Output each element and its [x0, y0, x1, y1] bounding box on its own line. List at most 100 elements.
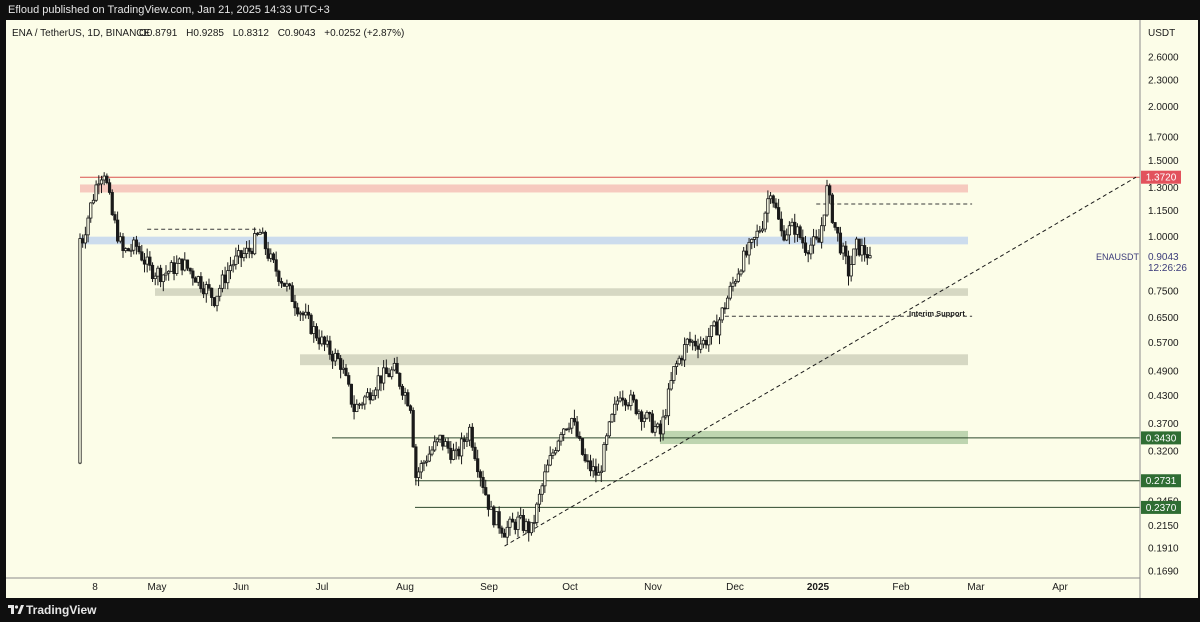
- candle: [486, 494, 491, 517]
- candle-body: [454, 448, 458, 452]
- price-tick-label: 0.2150: [1148, 521, 1179, 532]
- candle-body: [161, 274, 165, 283]
- candle: [242, 247, 246, 262]
- candle: [239, 249, 243, 268]
- candle: [682, 337, 687, 368]
- candle: [400, 383, 405, 400]
- candle-body: [457, 448, 461, 457]
- candle: [207, 278, 211, 291]
- price-tick-label: 0.7500: [1148, 286, 1179, 297]
- candle: [825, 179, 829, 217]
- candle-body: [519, 514, 523, 518]
- candle-body: [446, 441, 450, 449]
- candle: [129, 243, 133, 257]
- candle: [231, 259, 235, 273]
- candle: [196, 275, 200, 287]
- candle-body: [744, 250, 748, 256]
- candle-body: [422, 461, 426, 464]
- candle-body: [392, 362, 396, 371]
- candle-body: [731, 282, 735, 287]
- candle: [618, 391, 622, 403]
- candle: [580, 437, 585, 456]
- candle-body: [817, 237, 821, 243]
- candle: [435, 438, 439, 447]
- candle: [586, 454, 590, 470]
- candle-body: [798, 226, 802, 239]
- candle-body: [86, 217, 90, 236]
- candle-body: [242, 253, 246, 259]
- candle-body: [344, 367, 348, 376]
- published-bar: Efloud published on TradingView.com, Jan…: [0, 0, 1200, 20]
- candle: [717, 317, 722, 345]
- candle-body: [218, 287, 222, 297]
- candle: [373, 387, 378, 400]
- time-ticks: 8 May Jun Jul Aug Sep Oct Nov Dec 2025 Feb Mar Apr: [92, 582, 1068, 593]
- candle: [274, 251, 278, 277]
- candle: [352, 395, 356, 420]
- candle-body: [274, 259, 278, 272]
- candle-body: [312, 326, 316, 334]
- price-tick-label: 1.1500: [1148, 206, 1179, 217]
- candle-body: [390, 369, 394, 378]
- price-tag-bg: [1141, 500, 1181, 514]
- candle-body: [301, 312, 305, 316]
- candle-body: [868, 255, 872, 259]
- candle: [443, 438, 448, 447]
- price-tick-label: 1.0000: [1148, 232, 1179, 243]
- candle-body: [699, 343, 703, 350]
- candle: [304, 303, 308, 319]
- chart-panel[interactable]: [6, 20, 1198, 598]
- candle-body: [132, 239, 136, 251]
- candle: [210, 287, 214, 307]
- price-tag-bg: [1141, 170, 1181, 184]
- candle-body: [91, 199, 96, 204]
- candle: [578, 431, 582, 441]
- candle-body: [502, 532, 507, 538]
- candle-body: [755, 230, 759, 238]
- candle: [752, 236, 757, 248]
- candle-body: [567, 427, 571, 430]
- candle: [516, 511, 520, 537]
- candle-body: [290, 285, 294, 303]
- candle: [661, 409, 665, 441]
- candle-body: [414, 446, 418, 478]
- candle: [734, 279, 738, 287]
- candle-body: [607, 421, 611, 437]
- candle-body: [153, 275, 157, 280]
- time-tick-label: Mar: [967, 582, 985, 593]
- candle: [763, 211, 767, 233]
- candle-body: [124, 248, 128, 252]
- candle: [384, 359, 388, 374]
- candle-body: [476, 458, 480, 473]
- candle-body: [137, 245, 141, 253]
- candle-body: [441, 434, 445, 447]
- candle: [537, 489, 542, 512]
- candle-body: [543, 471, 547, 487]
- candle-body: [610, 413, 614, 423]
- candle: [298, 310, 302, 322]
- candle-body: [841, 245, 845, 254]
- candle-body: [492, 506, 496, 526]
- candle: [282, 282, 286, 287]
- candle: [468, 424, 472, 447]
- candle: [250, 247, 254, 259]
- candle-body: [352, 403, 356, 412]
- price-tick-label: 0.4300: [1148, 391, 1179, 402]
- candle-body: [830, 194, 834, 223]
- candle: [236, 244, 241, 265]
- candle-body: [395, 362, 399, 374]
- candle: [725, 295, 730, 310]
- candle-body: [508, 518, 512, 528]
- candle: [441, 434, 445, 451]
- candle-body: [717, 319, 722, 336]
- candle: [524, 518, 528, 535]
- candle: [484, 479, 488, 496]
- candle: [110, 189, 114, 217]
- candle-body: [118, 236, 122, 242]
- candle: [124, 247, 128, 253]
- candle: [709, 325, 714, 345]
- candle: [451, 443, 456, 461]
- candle-body: [105, 175, 109, 184]
- candle-body: [825, 185, 829, 216]
